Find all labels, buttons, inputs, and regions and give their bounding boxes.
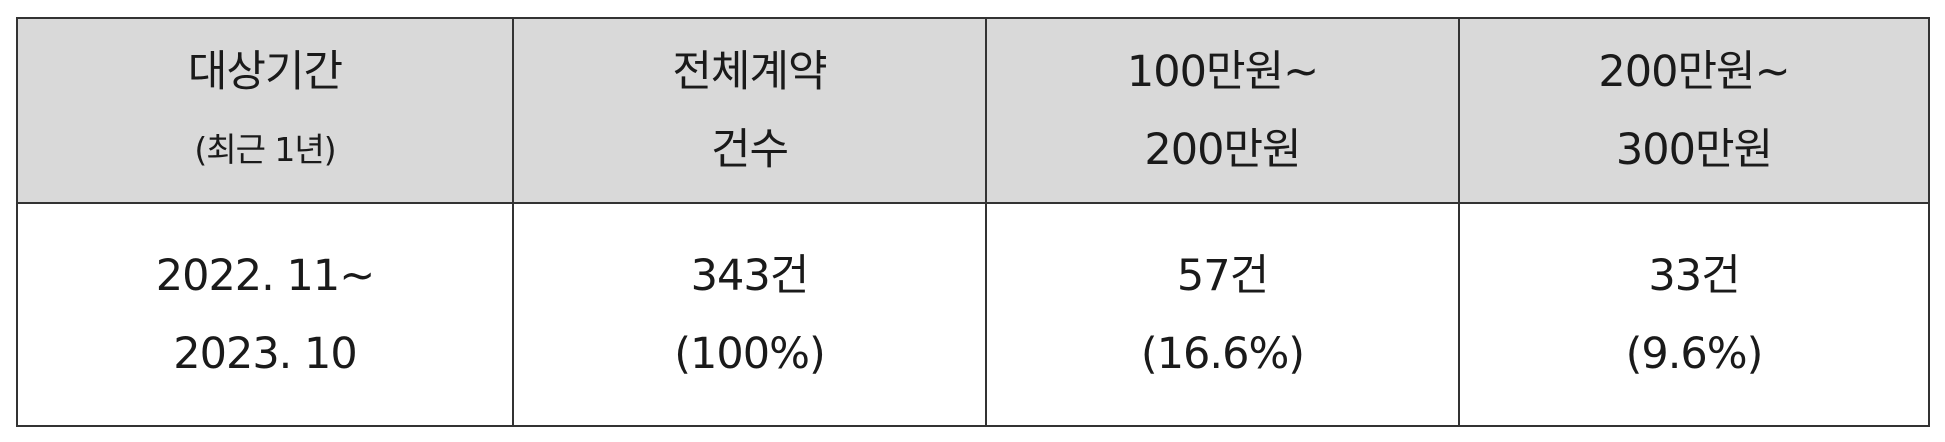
header-label: 100만원~ [1126, 46, 1319, 97]
cell-range-200-300: 33건 (9.6%) [1458, 202, 1930, 427]
header-label: 200만원~ [1598, 46, 1790, 97]
cell-percent: (9.6%) [1625, 328, 1764, 379]
cell-total-contracts: 343건 (100%) [512, 202, 987, 427]
header-label: 대상기간 [187, 46, 343, 97]
header-cell-total-contracts: 전체계약 건수 [512, 17, 987, 204]
table-row: 2022. 11~ 2023. 10 343건 (100%) 57건 (16.6… [16, 202, 1930, 427]
cell-period: 2022. 11~ 2023. 10 [16, 202, 514, 427]
header-sublabel: 건수 [710, 124, 789, 175]
header-cell-range-200-300: 200만원~ 300만원 [1458, 17, 1930, 204]
cell-range-100-200: 57건 (16.6%) [985, 202, 1460, 427]
header-sublabel: 300만원 [1615, 124, 1773, 175]
contract-stats-table: 대상기간 (최근 1년) 전체계약 건수 100만원~ 200만원 200만원~… [16, 17, 1930, 427]
cell-value: 2022. 11~ [155, 250, 376, 301]
header-sublabel: (최근 1년) [194, 129, 336, 169]
cell-value: 2023. 10 [173, 328, 357, 379]
header-cell-range-100-200: 100만원~ 200만원 [985, 17, 1460, 204]
cell-count: 57건 [1176, 250, 1269, 301]
cell-count: 33건 [1648, 250, 1740, 301]
table-header-row: 대상기간 (최근 1년) 전체계약 건수 100만원~ 200만원 200만원~… [16, 17, 1930, 204]
header-cell-period: 대상기간 (최근 1년) [16, 17, 514, 204]
header-sublabel: 200만원 [1144, 124, 1301, 175]
header-label: 전체계약 [672, 46, 827, 97]
cell-percent: (100%) [674, 328, 825, 379]
contract-stats-table-wrapper: 대상기간 (최근 1년) 전체계약 건수 100만원~ 200만원 200만원~… [16, 17, 1930, 427]
cell-percent: (16.6%) [1140, 328, 1305, 379]
cell-count: 343건 [690, 250, 810, 301]
